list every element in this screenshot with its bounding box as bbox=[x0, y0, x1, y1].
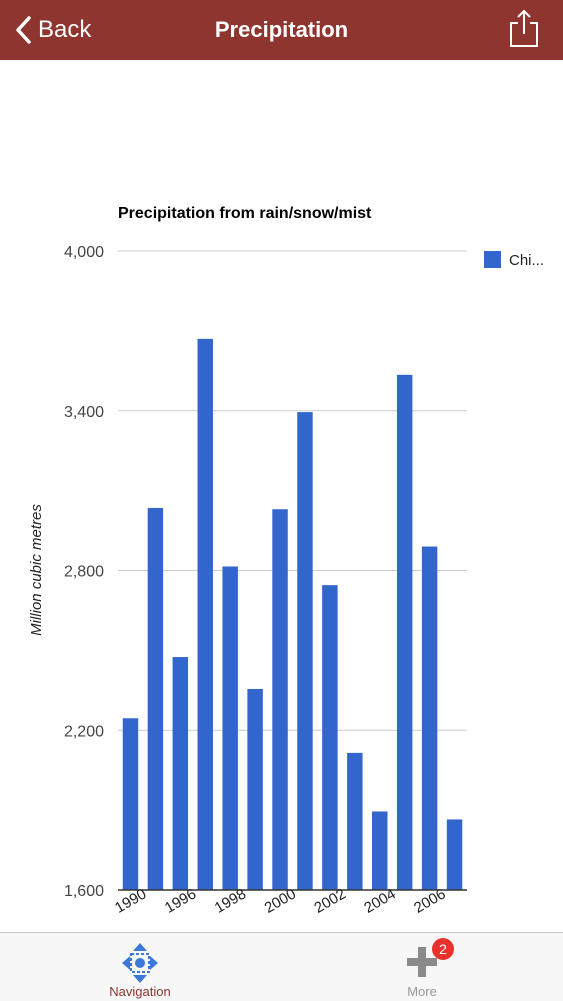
tab-more[interactable]: 2 More bbox=[352, 933, 492, 1001]
y-tick-label: 4,000 bbox=[64, 244, 104, 261]
y-tick-label: 2,200 bbox=[64, 723, 104, 740]
tab-more-label: More bbox=[407, 984, 437, 999]
bar[interactable] bbox=[421, 546, 438, 890]
bar[interactable] bbox=[172, 657, 189, 890]
chevron-left-icon bbox=[16, 16, 31, 44]
bar[interactable] bbox=[247, 688, 263, 890]
chart-area: Precipitation from rain/snow/mist Millio… bbox=[0, 60, 563, 932]
navigation-icon bbox=[122, 943, 158, 983]
top-bar: Back Precipitation bbox=[0, 0, 563, 60]
notification-badge: 2 bbox=[432, 938, 454, 960]
legend-swatch bbox=[484, 251, 501, 268]
bar[interactable] bbox=[322, 585, 338, 890]
back-button[interactable]: Back bbox=[14, 10, 91, 50]
bar[interactable] bbox=[396, 374, 413, 890]
bar[interactable] bbox=[372, 811, 388, 890]
y-axis-label: Million cubic metres bbox=[28, 504, 45, 636]
y-tick-label: 3,400 bbox=[64, 404, 104, 421]
plus-icon bbox=[407, 947, 437, 977]
y-tick-label: 1,600 bbox=[64, 883, 104, 900]
share-button[interactable] bbox=[509, 8, 539, 48]
bar[interactable] bbox=[147, 507, 164, 890]
y-tick-label: 2,800 bbox=[64, 564, 104, 581]
tab-navigation[interactable]: Navigation bbox=[70, 933, 210, 1001]
bar[interactable] bbox=[197, 338, 213, 890]
bar-chart: Precipitation from rain/snow/mist Millio… bbox=[28, 205, 544, 917]
bar[interactable] bbox=[297, 412, 313, 890]
legend-label[interactable]: Chi... bbox=[509, 252, 544, 269]
share-icon bbox=[510, 9, 538, 47]
chart-title: Precipitation from rain/snow/mist bbox=[118, 205, 372, 222]
bar[interactable] bbox=[347, 752, 363, 890]
bar[interactable] bbox=[222, 566, 238, 890]
tab-navigation-label: Navigation bbox=[109, 984, 171, 999]
bar[interactable] bbox=[446, 819, 463, 890]
tab-bar: Navigation 2 More bbox=[0, 932, 563, 1001]
bar[interactable] bbox=[272, 509, 288, 890]
bar[interactable] bbox=[122, 718, 139, 890]
back-label: Back bbox=[38, 16, 92, 43]
